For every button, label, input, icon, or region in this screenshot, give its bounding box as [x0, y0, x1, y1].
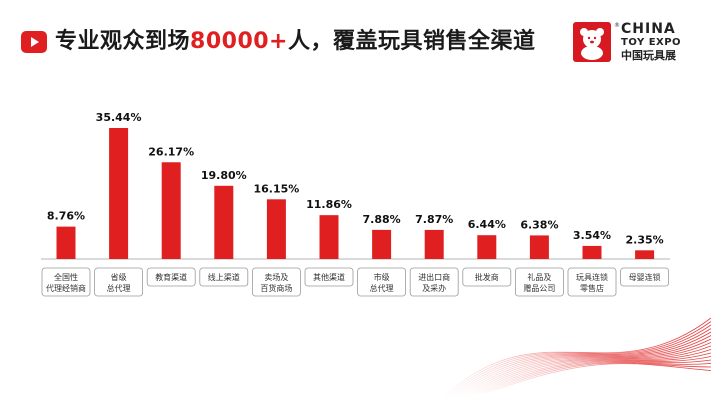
category-label-5: 百货商场: [260, 283, 292, 293]
data-label-6: 11.86%: [306, 198, 352, 211]
data-label-1: 8.76%: [47, 210, 85, 223]
decorative-wave-lines: [439, 317, 711, 400]
category-box-7: [357, 267, 407, 297]
wave-line: [442, 321, 711, 400]
category-label-11: 零售店: [580, 283, 604, 293]
data-label-5: 16.15%: [253, 182, 299, 195]
wave-line: [448, 328, 711, 400]
wave-line: [454, 335, 711, 399]
logo-text-china: CHINA: [621, 21, 676, 37]
category-label-1: 代理经销商: [46, 283, 86, 293]
bar-7: [372, 229, 392, 259]
data-label-11: 3.54%: [573, 229, 611, 242]
wave-line: [475, 359, 711, 396]
data-label-12: 2.35%: [626, 233, 664, 246]
bar-4: [214, 185, 234, 259]
wave-line: [457, 338, 711, 398]
category-label-12: 母婴连锁: [629, 272, 661, 282]
category-box-6: [304, 267, 354, 287]
china-toy-expo-logo: ® CHINA TOY EXPO 中国玩具展: [573, 22, 703, 64]
bar-2: [109, 128, 129, 259]
bar-6: [319, 215, 339, 259]
title-pre: 专业观众到场: [55, 29, 191, 54]
category-box-10: [515, 267, 564, 297]
category-box-5: [251, 267, 301, 297]
category-label-7: 总代理: [370, 283, 394, 293]
category-box-4: [199, 267, 249, 287]
title-post: 人，覆盖玩具销售全渠道: [288, 29, 536, 54]
bar-9: [477, 235, 497, 259]
bar-12: [635, 250, 655, 259]
category-box-11: [567, 267, 617, 297]
bar-8: [424, 229, 444, 259]
category-label-1: 全国性: [54, 272, 78, 282]
data-label-3: 26.17%: [148, 145, 194, 158]
wave-line: [463, 345, 711, 398]
wave-line: [481, 362, 711, 395]
category-box-1: [41, 267, 91, 297]
wave-line: [466, 349, 711, 397]
category-label-10: 赠品公司: [523, 283, 555, 293]
page-title: 专业观众到场80000+人，覆盖玩具销售全渠道: [55, 27, 536, 57]
category-label-5: 卖场及: [264, 273, 288, 282]
category-box-8: [409, 267, 459, 297]
logo-text-toy-expo: TOY EXPO: [621, 37, 682, 48]
wave-line: [484, 363, 711, 395]
wave-line: [460, 342, 711, 398]
bars: 8.76%全国性代理经销商35.44%省级总代理26.17%教育渠道19.80%…: [41, 111, 669, 297]
category-box-12: [620, 267, 669, 287]
bar-11: [582, 245, 602, 259]
data-label-10: 6.38%: [520, 218, 558, 231]
wave-line: [439, 317, 711, 400]
teddy-bear-icon: [573, 22, 611, 62]
category-label-8: 及采办: [422, 283, 446, 293]
category-label-8: 进出口商: [418, 272, 450, 282]
bar-3: [161, 162, 181, 259]
data-label-9: 6.44%: [468, 218, 506, 231]
logo-text-chinese: 中国玩具展: [621, 49, 676, 62]
registered-mark: ®: [614, 22, 620, 29]
play-icon: [21, 31, 47, 53]
wave-line: [478, 361, 711, 396]
category-label-2: 省级: [111, 272, 127, 282]
category-box-9: [462, 267, 512, 287]
category-label-7: 市级: [374, 272, 390, 282]
data-label-7: 7.88%: [363, 213, 401, 226]
wave-line: [469, 352, 711, 397]
category-label-6: 其他渠道: [313, 272, 345, 282]
category-label-4: 线上渠道: [208, 272, 240, 282]
category-box-2: [94, 267, 143, 297]
data-label-4: 19.80%: [201, 169, 247, 182]
bar-10: [529, 235, 549, 259]
category-label-10: 礼品及: [527, 272, 551, 282]
title-number: 80000+: [190, 29, 288, 54]
data-label-8: 7.87%: [415, 213, 453, 226]
wave-line: [472, 356, 711, 396]
category-box-3: [146, 267, 196, 287]
bar-1: [56, 226, 76, 259]
wave-line: [445, 324, 711, 400]
category-label-11: 玩具连锁: [576, 272, 608, 282]
data-label-2: 35.44%: [96, 111, 142, 124]
category-label-3: 教育渠道: [155, 272, 187, 282]
wave-line: [451, 331, 711, 399]
category-label-2: 总代理: [107, 283, 131, 293]
bar-5: [266, 199, 286, 259]
category-label-9: 批发商: [475, 272, 499, 282]
